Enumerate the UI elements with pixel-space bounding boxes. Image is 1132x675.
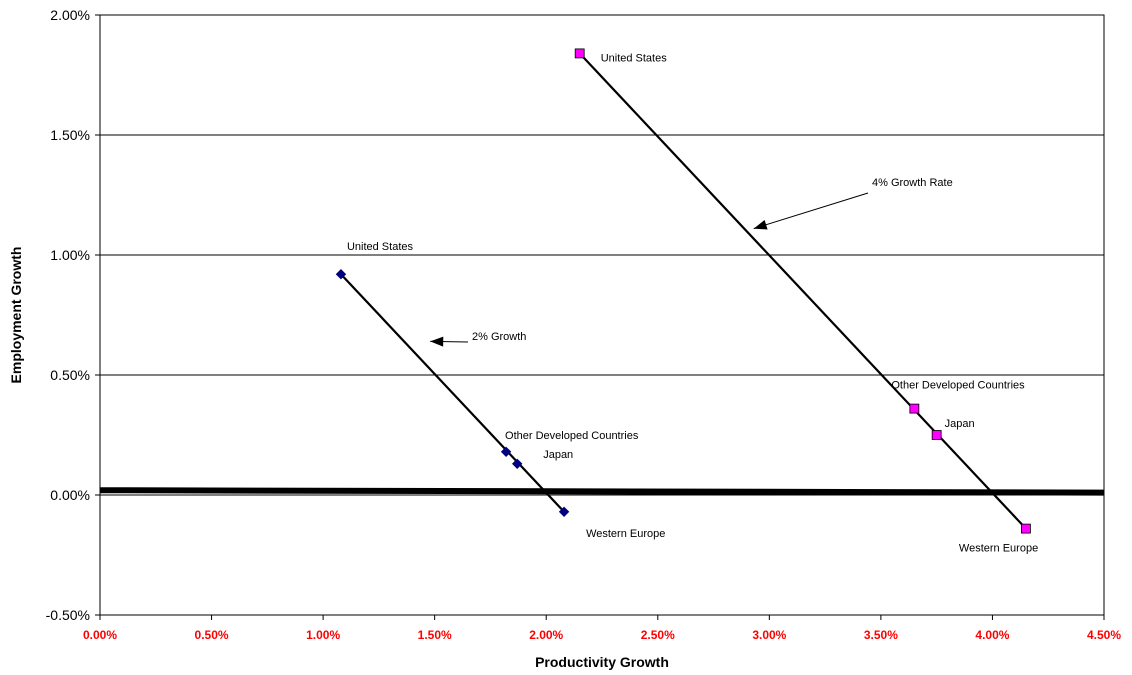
point-label: Western Europe (959, 543, 1038, 555)
x-tick-label: 0.50% (195, 628, 229, 642)
x-tick-label: 3.00% (752, 628, 786, 642)
point-label: United States (347, 241, 414, 253)
x-tick-label: 4.00% (975, 628, 1009, 642)
x-axis-title: Productivity Growth (535, 654, 669, 670)
point-label: United States (601, 52, 668, 64)
x-tick-label: 2.00% (529, 628, 563, 642)
point-label: Other Developed Countries (891, 380, 1025, 392)
x-axis-ticks: 0.00% 0.50% 1.00% 1.50% 2.00% 2.50% 3.00% 3.50%… (83, 615, 1121, 642)
plot-area (99, 14, 1105, 616)
y-tick-label: 1.50% (50, 127, 90, 143)
point-labels: United States Other Developed Countries Ja… (347, 52, 1038, 554)
zero-reference-line (99, 487, 1105, 496)
x-tick-label: 1.50% (418, 628, 452, 642)
series-lines (340, 52, 1027, 530)
diamond-marker-1-1 (335, 268, 347, 280)
diamond-marker-1-4 (558, 506, 570, 518)
series-2-line (578, 52, 1027, 530)
y-axis-title: Employment Growth (8, 247, 24, 384)
y-tick-label: 0.00% (50, 487, 90, 503)
annotation-arrow-line (753, 192, 869, 230)
point-label: Western Europe (586, 528, 665, 540)
diamond-marker-1-2 (500, 446, 512, 458)
x-tick-label: 3.50% (864, 628, 898, 642)
point-label: Japan (945, 418, 975, 430)
y-tick-label: 1.00% (50, 247, 90, 263)
diamond-marker-1-3 (512, 458, 523, 470)
point-label: Other Developed Countries (505, 430, 639, 442)
square-marker-2-1 (574, 48, 585, 59)
annotation-arrow-head (753, 219, 768, 230)
zero-reference-line-segment (99, 487, 1105, 496)
annotations: 2% Growth 4% Growth Rate (430, 177, 953, 347)
square-marker-2-3 (931, 430, 942, 440)
y-axis-ticks: -0.50% 0.00% 0.50% 1.00% 1.50% 2.00% (46, 7, 100, 623)
square-marker-2-4 (1021, 523, 1031, 534)
annotation-arrow-head (430, 336, 444, 347)
point-label: Japan (543, 449, 573, 461)
annotation-label: 4% Growth Rate (872, 177, 953, 189)
y-tick-label: -0.50% (46, 607, 90, 623)
square-marker-2-2 (909, 403, 920, 414)
x-tick-label: 2.50% (641, 628, 675, 642)
x-tick-label: 1.00% (306, 628, 340, 642)
x-tick-label: 4.50% (1087, 628, 1121, 642)
y-tick-label: 2.00% (50, 7, 90, 23)
data-points (335, 48, 1031, 534)
annotation-label: 2% Growth (472, 331, 526, 343)
x-tick-label: 0.00% (83, 628, 117, 642)
y-tick-label: 0.50% (50, 367, 90, 383)
series-1-line (340, 273, 565, 513)
